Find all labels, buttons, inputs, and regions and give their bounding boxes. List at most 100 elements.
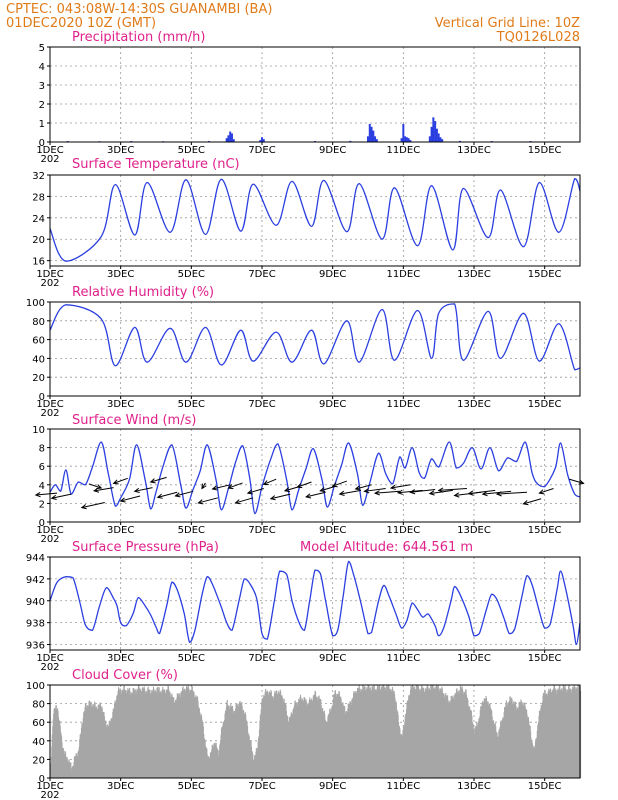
temperature-xtick-label: 15DEC bbox=[528, 269, 562, 280]
wind-arrow-shaft bbox=[364, 488, 386, 492]
wind-arrow-shaft bbox=[355, 484, 372, 490]
wind-arrow-head bbox=[133, 487, 140, 493]
wind-arrow-shaft bbox=[88, 483, 102, 489]
cloud-cover-xtick-label: 1DEC bbox=[36, 781, 63, 792]
cloud-cover-xtick-label: 7DEC bbox=[248, 781, 275, 792]
precip-bar bbox=[432, 117, 435, 142]
wind-arrow-head bbox=[119, 497, 126, 503]
precip-bar bbox=[435, 128, 438, 142]
wind-arrow-head bbox=[174, 492, 181, 498]
pressure-ytick-label: 940 bbox=[26, 597, 45, 608]
wind-arrow-shaft bbox=[297, 481, 312, 488]
cloud-cover-xtick-label: 11DEC bbox=[386, 781, 420, 792]
wind-arrow-head bbox=[234, 499, 241, 505]
wind-arrow-head bbox=[389, 484, 396, 490]
wind-arrow-shaft bbox=[306, 491, 326, 498]
humidity-ytick-label: 40 bbox=[32, 354, 45, 365]
precip-bar bbox=[261, 137, 263, 142]
wind-arrow-head bbox=[495, 491, 502, 497]
pressure-ytick-label: 936 bbox=[26, 641, 45, 652]
wind-arrow-shaft bbox=[81, 501, 105, 509]
humidity-xtick-label: 13DEC bbox=[457, 399, 491, 410]
precip-bar bbox=[349, 140, 352, 142]
wind-arrow-shaft bbox=[263, 478, 277, 485]
wind-arrow-head bbox=[156, 493, 163, 499]
wind-arrow-head bbox=[338, 490, 345, 496]
wind-arrow-head bbox=[453, 492, 460, 498]
precip-bar bbox=[437, 133, 440, 142]
wind-xtick-label: 5DEC bbox=[178, 525, 205, 536]
wind-arrow-shaft bbox=[482, 490, 512, 495]
humidity-xtick-label: 3DEC bbox=[107, 399, 134, 410]
humidity-xtick-label: 1DEC bbox=[36, 399, 63, 410]
cloud-cover-xtick-label: 15DEC bbox=[528, 781, 562, 792]
precipitation-xtick-label: 5DEC bbox=[178, 145, 205, 156]
precipitation-plot-frame bbox=[49, 46, 581, 143]
wind-arrow-head bbox=[354, 485, 361, 491]
wind-arrow-head bbox=[50, 494, 57, 500]
wind-arrow-head bbox=[283, 487, 290, 493]
cloud-cover-year-label: 202 bbox=[40, 790, 59, 800]
temperature-ytick-label: 28 bbox=[32, 192, 45, 203]
temperature-xtick-label: 13DEC bbox=[457, 269, 491, 280]
wind-xtick-label: 1DEC bbox=[36, 525, 63, 536]
precip-bar bbox=[232, 139, 235, 142]
wind-ytick-label: 10 bbox=[32, 425, 45, 436]
wind-arrow-shaft bbox=[134, 487, 153, 492]
wind-arrow-head bbox=[262, 480, 269, 486]
wind-arrow-head bbox=[34, 492, 41, 498]
pressure-xtick-label: 5DEC bbox=[178, 653, 205, 664]
humidity-xtick-label: 15DEC bbox=[528, 399, 562, 410]
precip-bar bbox=[404, 136, 407, 142]
wind-arrow-shaft bbox=[569, 478, 584, 484]
temperature-xtick-label: 5DEC bbox=[178, 269, 205, 280]
wind-arrow-shaft bbox=[150, 476, 167, 483]
humidity-xtick-label: 5DEC bbox=[178, 399, 205, 410]
wind-arrow-shaft bbox=[35, 492, 58, 496]
temperature-ytick-label: 32 bbox=[32, 171, 45, 182]
wind-arrow-head bbox=[305, 493, 312, 499]
wind-arrow-head bbox=[211, 485, 218, 491]
precip-bar bbox=[374, 136, 377, 142]
cloud-cover-xtick-label: 3DEC bbox=[107, 781, 134, 792]
precip-bar bbox=[439, 137, 442, 142]
wind-arrow-shaft bbox=[429, 489, 453, 495]
wind-arrow-shaft bbox=[390, 484, 411, 489]
temperature-xtick-label: 1DEC bbox=[36, 269, 63, 280]
wind-arrow-shaft bbox=[332, 480, 347, 487]
humidity-series-line bbox=[49, 303, 581, 371]
temperature-title: Surface Temperature (nC) bbox=[72, 157, 240, 172]
wind-arrow-shaft bbox=[113, 477, 128, 484]
pressure-year-label: 202 bbox=[40, 662, 59, 673]
wind-arrow-head bbox=[331, 482, 338, 488]
temperature-ytick-label: 20 bbox=[32, 235, 45, 246]
wind-arrow-head bbox=[373, 490, 380, 496]
humidity-xtick-label: 11DEC bbox=[386, 399, 420, 410]
header-grid-line: Vertical Grid Line: 10Z bbox=[435, 16, 580, 31]
wind-arrow-head bbox=[149, 478, 156, 484]
precipitation-xtick-label: 1DEC bbox=[36, 145, 63, 156]
humidity-ytick-label: 0 bbox=[39, 392, 45, 403]
wind-ytick-label: 0 bbox=[39, 518, 45, 529]
cloud-cover-ytick-label: 60 bbox=[32, 718, 45, 729]
humidity-ytick-label: 80 bbox=[32, 317, 45, 328]
precipitation-xtick-label: 3DEC bbox=[107, 145, 134, 156]
wind-arrow-shaft bbox=[120, 495, 141, 502]
wind-arrow-shaft bbox=[212, 484, 231, 490]
precip-bar bbox=[407, 138, 410, 142]
cloud-cover-ytick-label: 40 bbox=[32, 737, 45, 748]
precip-bar bbox=[402, 123, 405, 142]
pressure-ytick-label: 938 bbox=[26, 619, 45, 630]
humidity-xtick-label: 9DEC bbox=[319, 399, 346, 410]
header-init-time: 01DEC2020 10Z (GMT) bbox=[6, 16, 156, 31]
precip-bar bbox=[230, 133, 233, 142]
wind-arrow-shaft bbox=[175, 490, 194, 497]
wind-arrow-shaft bbox=[320, 486, 335, 492]
model-altitude-annotation: Model Altitude: 644.561 m bbox=[300, 540, 473, 555]
wind-ytick-label: 2 bbox=[39, 499, 45, 510]
precip-bar bbox=[367, 136, 369, 142]
cloud-cover-xtick-label: 13DEC bbox=[457, 781, 491, 792]
wind-arrow-shaft bbox=[247, 488, 264, 494]
cloud-cover-ytick-label: 0 bbox=[39, 774, 45, 785]
wind-xtick-label: 13DEC bbox=[457, 525, 491, 536]
